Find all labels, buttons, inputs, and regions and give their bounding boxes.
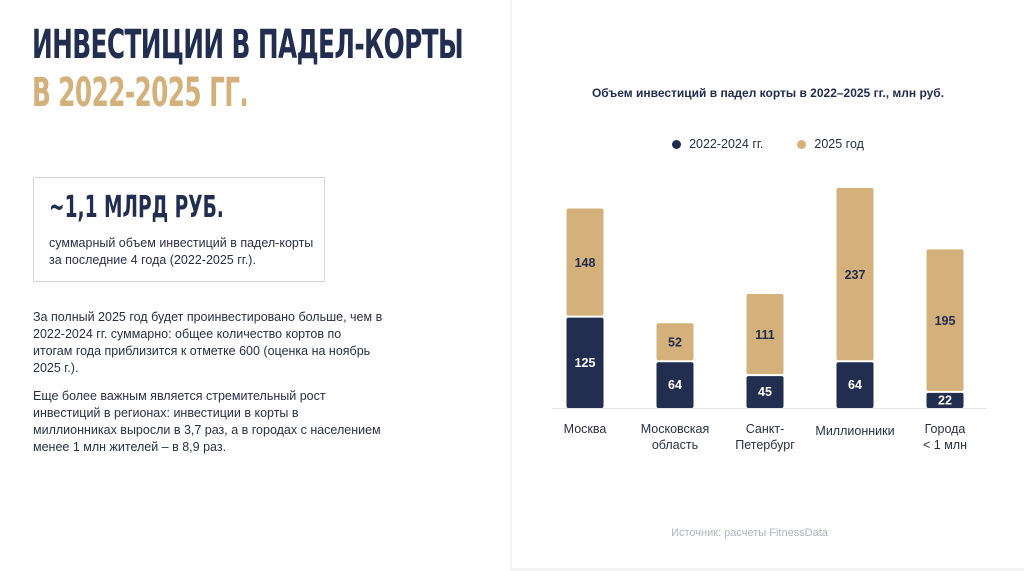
data-label: 148 <box>575 256 596 270</box>
data-label: 125 <box>575 356 596 370</box>
legend-label: 2025 год <box>814 137 864 151</box>
bar-segment <box>746 376 784 408</box>
data-label: 64 <box>848 378 862 392</box>
x-tick-label: Миллионники <box>815 424 894 438</box>
chart-legend: 2022-2024 гг. 2025 год <box>512 137 1024 151</box>
bar-segment <box>836 362 874 408</box>
x-tick-label: < 1 млн <box>923 438 967 452</box>
x-tick-label: Петербург <box>735 438 795 452</box>
data-label: 64 <box>668 378 682 392</box>
data-label: 237 <box>845 268 866 282</box>
bar-chart: 125 148 Москва 64 52 Московская область 45 111 Са… <box>552 188 987 452</box>
data-label: 22 <box>938 393 952 407</box>
chart-panel: Объем инвестиций в падел корты в 2022–20… <box>512 0 1024 568</box>
source-note: Источник: расчеты FitnessData <box>671 527 828 539</box>
legend-dot-icon <box>797 140 807 149</box>
left-panel: ИНВЕСТИЦИИ В ПАДЕЛ-КОРТЫ В 2022-2025 ГГ.… <box>0 0 510 571</box>
bar-segment <box>926 392 964 408</box>
paragraph-2: Еще более важным является стремительный … <box>33 389 381 454</box>
legend-label: 2022-2024 гг. <box>689 137 764 151</box>
data-label: 195 <box>935 314 956 328</box>
data-label: 111 <box>755 328 775 342</box>
x-tick-label: Санкт- <box>746 422 785 436</box>
chart-title: Объем инвестиций в падел корты в 2022–20… <box>591 86 945 100</box>
data-label: 45 <box>758 385 772 399</box>
highlight-value: ~1,1 МЛРД РУБ. <box>49 190 224 225</box>
bar-segment <box>926 249 964 391</box>
bar-segment <box>746 293 784 375</box>
bar-segment <box>656 323 694 361</box>
x-tick-label: Московская <box>641 422 710 436</box>
legend-item: 2025 год <box>797 137 864 151</box>
page-subtitle: В 2022-2025 ГГ. <box>32 70 249 116</box>
highlight-box: ~1,1 МЛРД РУБ. суммарный объем инвестици… <box>33 177 325 282</box>
page-title: ИНВЕСТИЦИИ В ПАДЕЛ-КОРТЫ <box>32 22 464 68</box>
bar-segment <box>656 362 694 408</box>
bar-segment <box>566 317 604 408</box>
paragraph-1: За полный 2025 год будет проинвестирован… <box>33 310 383 375</box>
bar-segment <box>836 188 874 361</box>
x-tick-label: область <box>652 438 698 452</box>
legend-item: 2022-2024 гг. <box>672 137 763 151</box>
bar-segment <box>566 208 604 316</box>
x-tick-label: Москва <box>564 422 607 436</box>
data-label: 52 <box>668 336 682 350</box>
x-tick-label: Города <box>925 422 966 436</box>
highlight-caption: суммарный объем инвестиций в падел-корты… <box>49 236 314 267</box>
legend-dot-icon <box>672 140 682 149</box>
